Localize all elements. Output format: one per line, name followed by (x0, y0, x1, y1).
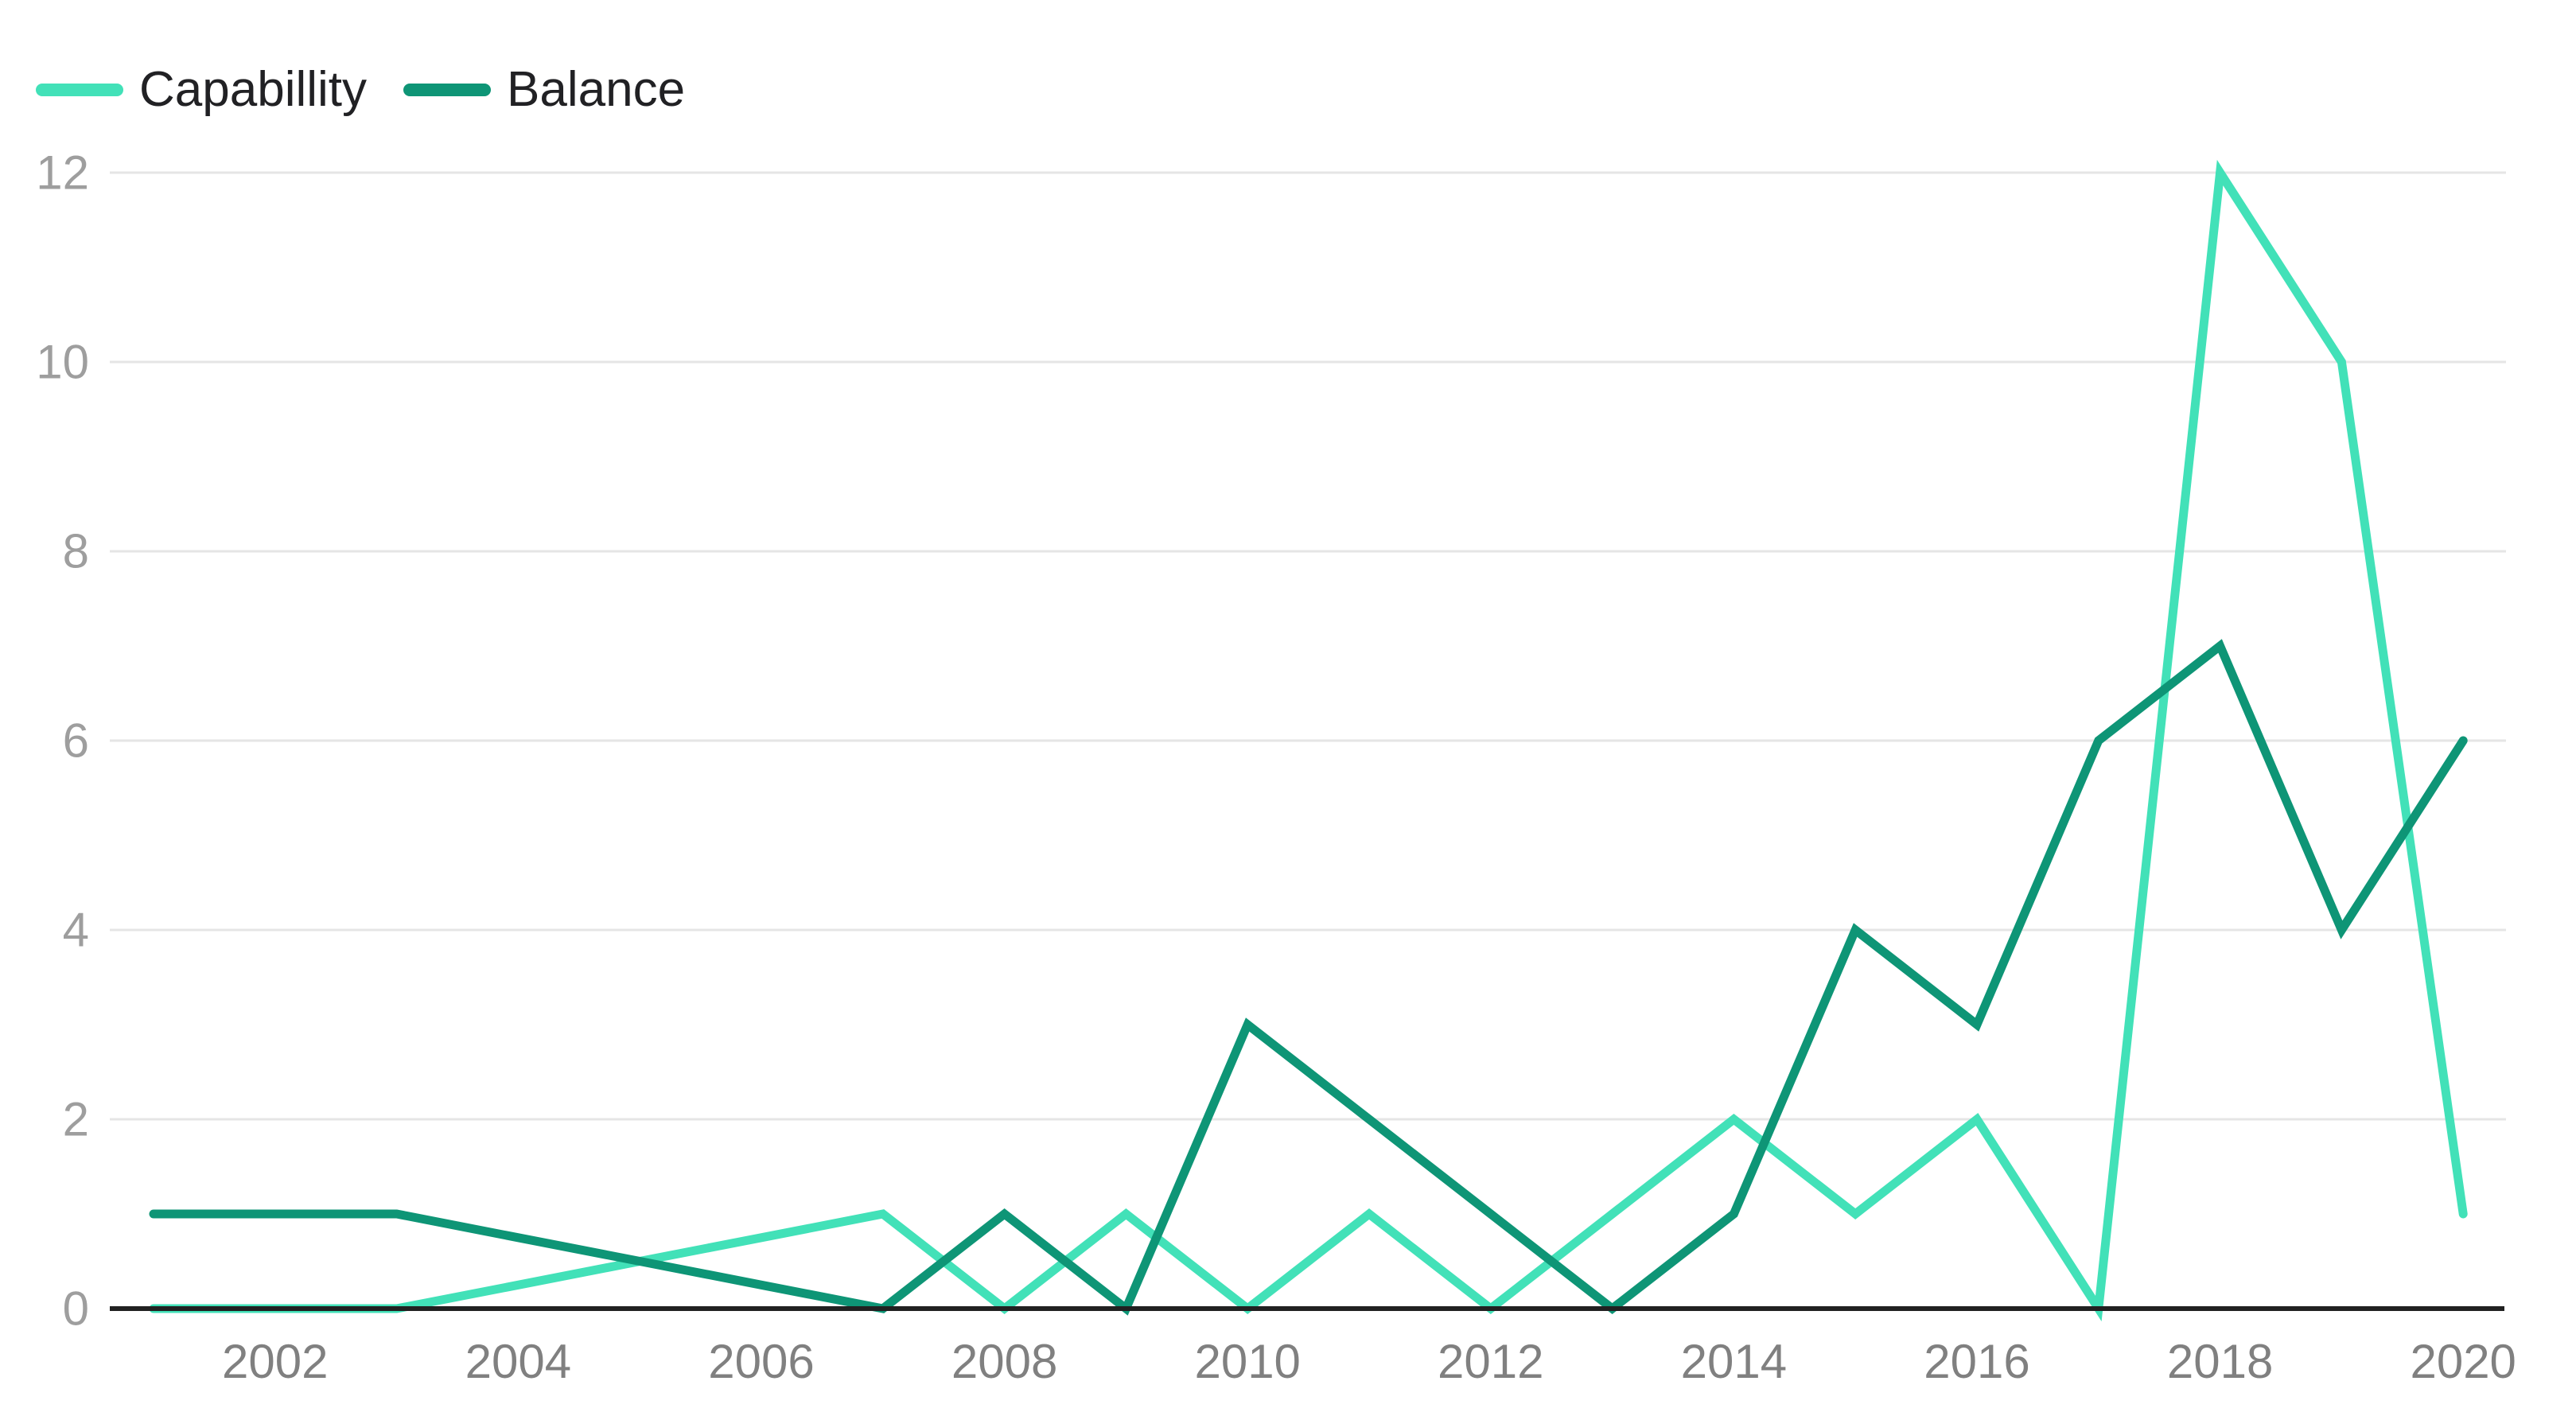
x-tick-2016: 2016 (1924, 1335, 2029, 1388)
x-tick-2002: 2002 (222, 1335, 328, 1388)
legend-item-balance: Balance (403, 65, 685, 115)
y-tick-10: 10 (36, 336, 89, 389)
tick-labels-group: 0 2 4 6 8 10 12 2002 2004 2006 2008 2010 2012 2014 201… (36, 146, 2516, 1389)
y-tick-8: 8 (63, 525, 89, 578)
balance-swatch (403, 84, 492, 96)
y-tick-6: 6 (63, 714, 89, 768)
x-tick-2010: 2010 (1194, 1335, 1300, 1388)
balance-line (149, 639, 2468, 1316)
balance-legend-label: Balance (507, 62, 686, 117)
y-tick-4: 4 (63, 904, 89, 957)
chart-legend: Capabillity Balance (36, 62, 685, 118)
x-tick-2012: 2012 (1438, 1335, 1543, 1388)
x-tick-2004: 2004 (465, 1335, 571, 1388)
x-tick-2006: 2006 (708, 1335, 814, 1388)
capability-legend-label: Capabillity (139, 62, 368, 117)
x-tick-2018: 2018 (2167, 1335, 2273, 1388)
x-tick-2020: 2020 (2410, 1335, 2516, 1388)
series-group (149, 159, 2468, 1322)
y-tick-12: 12 (36, 146, 89, 200)
capability-swatch (36, 84, 123, 96)
legend-item-capability: Capabillity (36, 65, 367, 115)
capabillity-line (149, 159, 2468, 1322)
x-tick-2008: 2008 (951, 1335, 1057, 1388)
x-tick-2014: 2014 (1681, 1335, 1787, 1388)
y-tick-0: 0 (63, 1282, 89, 1336)
gridlines-group (110, 171, 2506, 1121)
y-tick-2: 2 (63, 1093, 89, 1146)
